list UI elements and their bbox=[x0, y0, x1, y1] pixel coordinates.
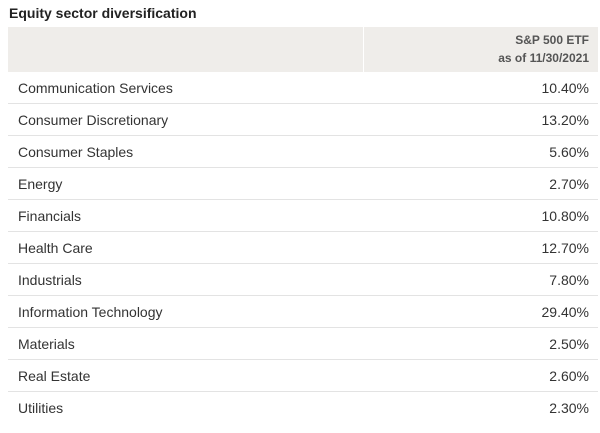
sector-name: Consumer Staples bbox=[18, 143, 134, 160]
sector-weight: 7.80% bbox=[549, 271, 589, 288]
sector-name: Industrials bbox=[18, 271, 82, 288]
sector-name: Health Care bbox=[18, 239, 93, 256]
sector-weight: 10.80% bbox=[541, 207, 589, 224]
sector-weight: 29.40% bbox=[541, 303, 589, 320]
sector-name: Utilities bbox=[18, 400, 64, 416]
header-etf-name: S&P 500 ETF bbox=[515, 33, 589, 47]
sector-name: Financials bbox=[18, 207, 82, 224]
table-row: Consumer Discretionary 13.20% bbox=[8, 104, 598, 136]
table-row: Materials 2.50% bbox=[8, 328, 598, 360]
sector-name: Energy bbox=[18, 175, 63, 192]
table-row: Financials 10.80% bbox=[8, 200, 598, 232]
sector-weight: 2.60% bbox=[549, 367, 589, 384]
table-header: S&P 500 ETF as of 11/30/2021 bbox=[8, 27, 598, 72]
table-row: Consumer Staples 5.60% bbox=[8, 136, 598, 168]
sector-name: Real Estate bbox=[18, 367, 91, 384]
table-row: Utilities 2.30% bbox=[8, 392, 598, 424]
sector-name: Materials bbox=[18, 335, 75, 352]
sector-weight: 2.30% bbox=[549, 400, 589, 416]
header-etf-date: as of 11/30/2021 bbox=[498, 51, 589, 65]
table-row: Industrials 7.80% bbox=[8, 264, 598, 296]
sector-weight: 5.60% bbox=[549, 143, 589, 160]
header-etf-column: S&P 500 ETF as of 11/30/2021 bbox=[364, 27, 598, 72]
table-row: Information Technology 29.40% bbox=[8, 296, 598, 328]
table-row: Real Estate 2.60% bbox=[8, 360, 598, 392]
table-row: Health Care 12.70% bbox=[8, 232, 598, 264]
sector-name: Communication Services bbox=[18, 79, 173, 96]
sector-weight: 2.50% bbox=[549, 335, 589, 352]
sector-weight: 2.70% bbox=[549, 175, 589, 192]
table-row: Energy 2.70% bbox=[8, 168, 598, 200]
sector-name: Information Technology bbox=[18, 303, 163, 320]
table-row: Communication Services 10.40% bbox=[8, 72, 598, 104]
sector-table: S&P 500 ETF as of 11/30/2021 Communicati… bbox=[8, 27, 598, 424]
table-title: Equity sector diversification bbox=[9, 5, 197, 21]
sector-weight: 13.20% bbox=[541, 111, 589, 128]
header-sector-column bbox=[8, 27, 364, 72]
sector-weight: 10.40% bbox=[541, 79, 589, 96]
sector-name: Consumer Discretionary bbox=[18, 111, 169, 128]
sector-weight: 12.70% bbox=[541, 239, 589, 256]
